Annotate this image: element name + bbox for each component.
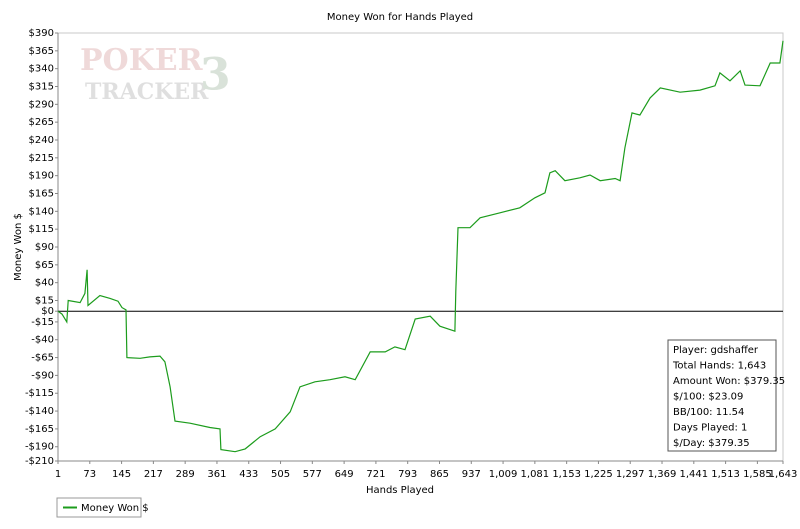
stats-line: Amount Won: $379.35: [673, 376, 785, 387]
y-tick-label: -$190: [25, 442, 54, 453]
y-tick-label: $315: [29, 82, 54, 93]
x-tick-label: 649: [335, 469, 354, 480]
y-tick-label: -$90: [31, 370, 54, 381]
x-tick-label: 1,585: [743, 469, 772, 480]
y-tick-label: -$40: [31, 335, 54, 346]
y-tick-label: $165: [29, 189, 54, 200]
x-tick-label: 217: [144, 469, 163, 480]
y-tick-label: $40: [35, 278, 54, 289]
stats-box: Player: gdshaffer Total Hands: 1,643 Amoun…: [667, 339, 785, 452]
y-axis-title: Money Won $: [13, 213, 24, 281]
y-tick-label: $365: [29, 46, 54, 57]
x-tick-label: 1,441: [679, 469, 708, 480]
y-tick-label: $90: [35, 242, 54, 253]
x-tick-label: 1: [55, 469, 61, 480]
y-tick-label: $390: [29, 28, 54, 39]
y-tick-label: $140: [29, 206, 54, 217]
legend-box: [56, 497, 142, 518]
x-tick-label: 793: [398, 469, 417, 480]
y-tick-label: $0: [41, 306, 54, 317]
x-tick-label: 1,081: [521, 469, 550, 480]
y-tick-label: $15: [35, 296, 54, 307]
stats-line: Total Hands: 1,643: [672, 361, 766, 372]
y-tick-label: $215: [29, 153, 54, 164]
stats-frame: [667, 339, 777, 452]
y-tick-label: -$15: [31, 317, 54, 328]
y-tick-label: $115: [29, 224, 54, 235]
x-tick-label: 721: [366, 469, 385, 480]
y-tick-label: $290: [29, 99, 54, 110]
x-tick-label: 1,153: [552, 469, 581, 480]
watermark-text: 3: [200, 50, 231, 101]
legend-label: Money Won $: [81, 503, 149, 514]
x-tick-label: 577: [303, 469, 322, 480]
x-axis-title: Hands Played: [366, 485, 434, 496]
x-tick-label: 937: [462, 469, 481, 480]
stats-line: $/100: $23.09: [673, 392, 743, 403]
x-tick-label: 505: [271, 469, 290, 480]
y-tick-label: $65: [35, 260, 54, 271]
y-tick-label: -$210: [25, 456, 54, 467]
stats-line: BB/100: 11.54: [673, 407, 744, 418]
x-tick-label: 289: [176, 469, 195, 480]
x-tick-label: 1,369: [648, 469, 677, 480]
stats-line: Player: gdshaffer: [673, 345, 759, 356]
x-tick-label: 865: [430, 469, 449, 480]
y-tick-label: $240: [29, 135, 54, 146]
watermark-text: POKER: [80, 43, 204, 78]
y-tick-label: -$65: [31, 353, 54, 364]
y-tick-label: -$115: [25, 388, 54, 399]
y-tick-label: $340: [29, 64, 54, 75]
x-tick-label: 1,643: [769, 469, 798, 480]
x-tick-label: 145: [112, 469, 131, 480]
chart-title: Money Won for Hands Played: [327, 12, 473, 23]
x-tick-label: 433: [239, 469, 258, 480]
y-tick-label: -$165: [25, 424, 54, 435]
stats-line: $/Day: $379.35: [673, 438, 750, 449]
x-tick-label: 1,009: [489, 469, 518, 480]
x-tick-label: 1,297: [616, 469, 645, 480]
x-tick-label: 361: [207, 469, 226, 480]
x-tick-label: 73: [83, 469, 96, 480]
y-tick-label: -$140: [25, 406, 54, 417]
x-tick-label: 1,225: [584, 469, 613, 480]
watermark: POKER TRACKER 3: [80, 43, 231, 105]
x-tick-label: 1,513: [711, 469, 740, 480]
data-line: [57, 40, 784, 453]
y-tick-label: $190: [29, 171, 54, 182]
watermark-text: TRACKER: [85, 79, 209, 105]
y-tick-label: $265: [29, 117, 54, 128]
stats-line: Days Played: 1: [673, 423, 747, 434]
legend: Money Won $: [56, 497, 149, 518]
